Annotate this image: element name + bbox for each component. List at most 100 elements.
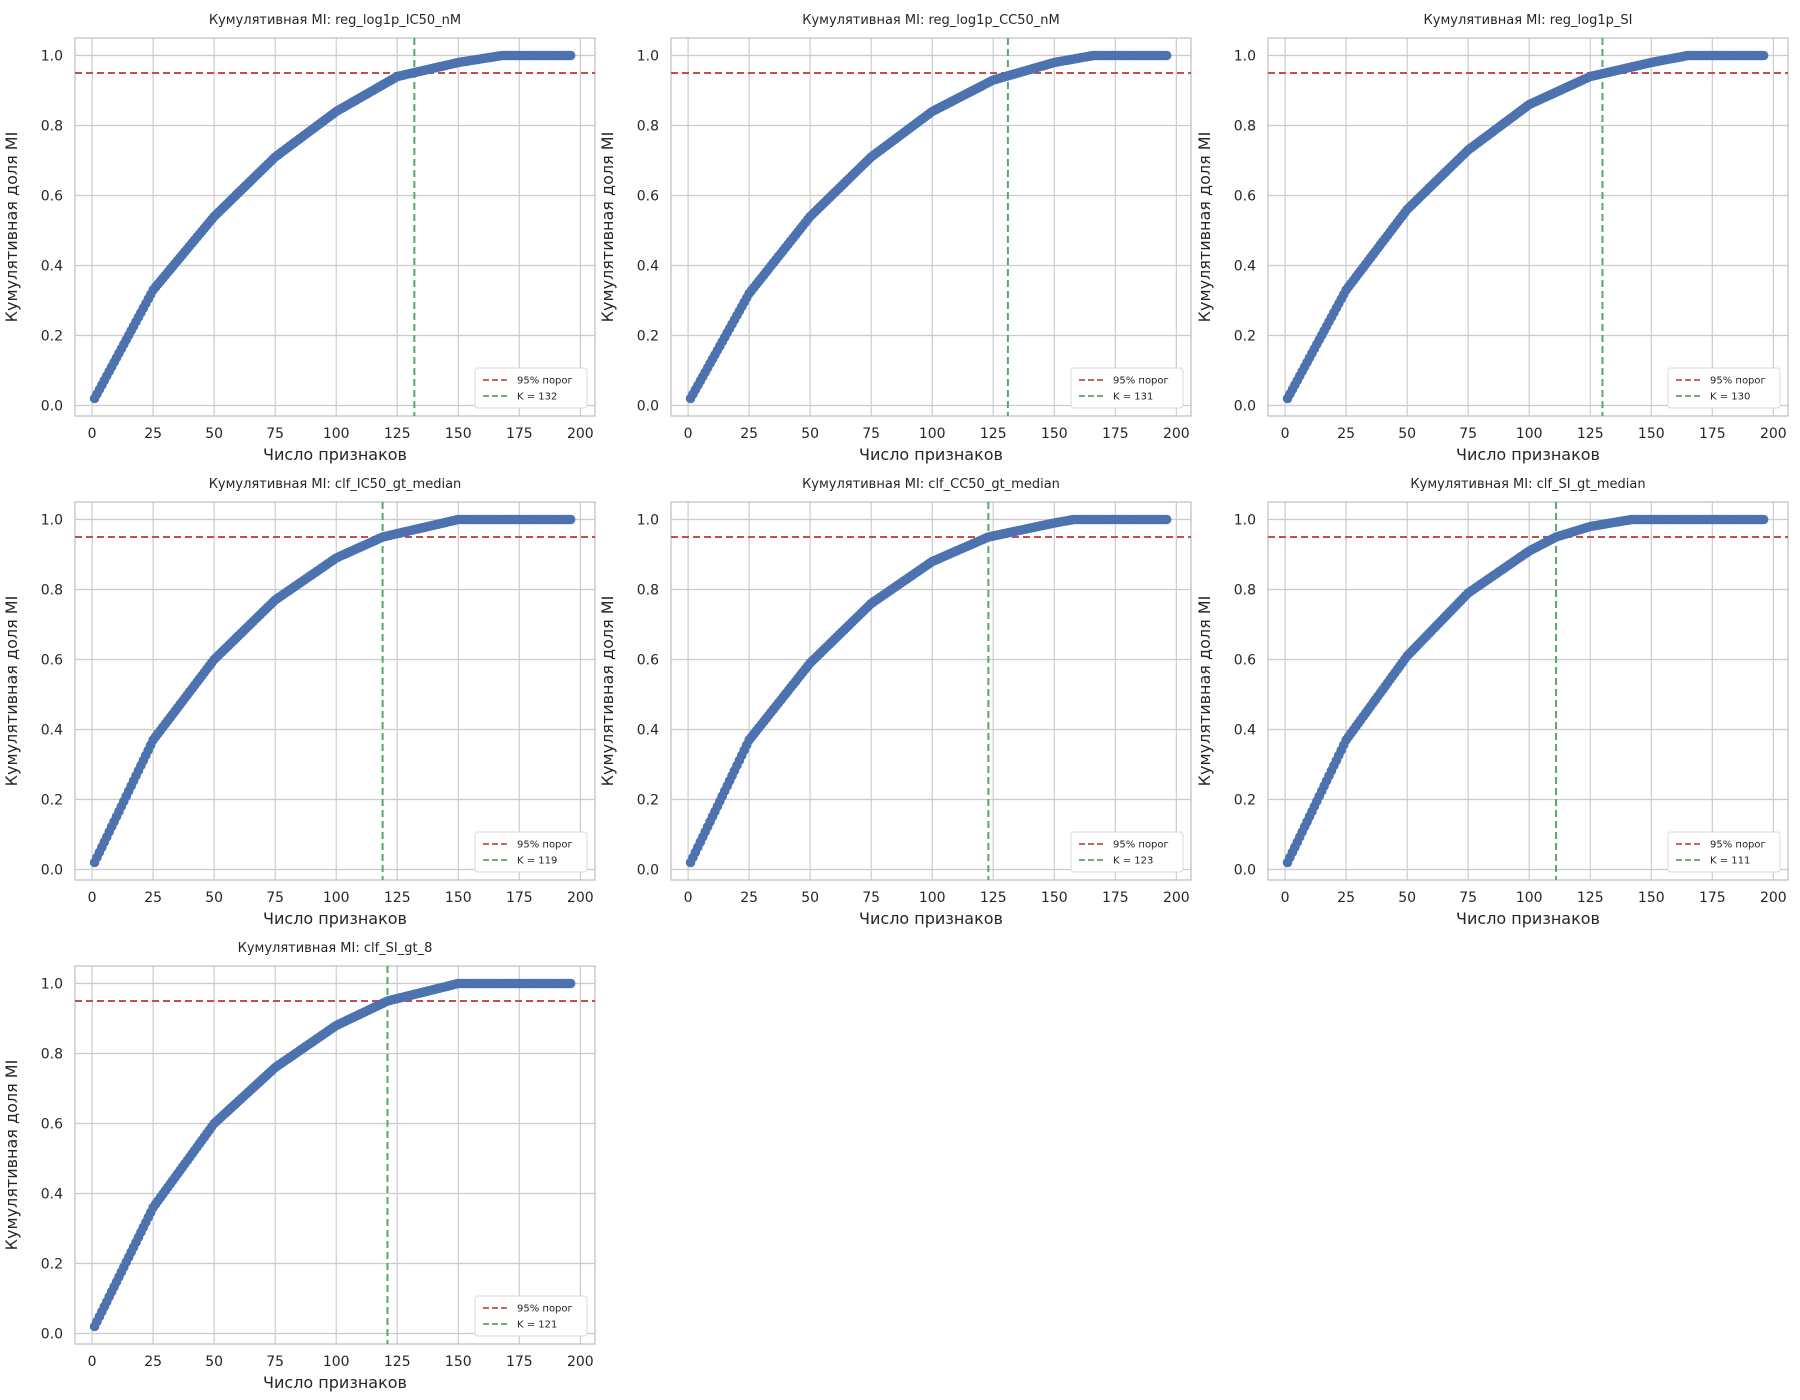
chart-title: Кумулятивная MI: clf_SI_gt_median (1410, 477, 1645, 492)
legend-k-label: K = 132 (517, 392, 557, 403)
y-tick-label: 1.0 (637, 49, 659, 65)
x-tick-label: 75 (266, 426, 284, 442)
y-tick-label: 0.4 (637, 723, 659, 739)
data-points (685, 50, 1172, 404)
y-tick-label: 0.6 (1234, 189, 1256, 205)
x-tick-label: 200 (567, 890, 594, 906)
y-tick-label: 0.8 (637, 119, 659, 135)
y-tick-label: 0.6 (637, 189, 659, 205)
y-tick-label: 0.2 (1234, 793, 1256, 809)
legend-threshold-label: 95% порог (517, 840, 573, 851)
legend-box (474, 1295, 588, 1337)
data-points (1282, 50, 1769, 404)
y-tick-label: 0.4 (1234, 259, 1256, 275)
y-tick-label: 0.4 (1234, 723, 1256, 739)
data-point (565, 978, 576, 989)
chart-title: Кумулятивная MI: reg_log1p_SI (1424, 13, 1633, 28)
x-tick-label: 175 (506, 426, 533, 442)
y-tick-label: 0.8 (1234, 119, 1256, 135)
x-tick-label: 150 (1041, 890, 1068, 906)
y-tick-label: 0.2 (637, 793, 659, 809)
y-tick-label: 0.6 (1234, 653, 1256, 669)
chart-title: Кумулятивная MI: clf_IC50_gt_median (209, 477, 462, 492)
legend-threshold-label: 95% порог (1113, 840, 1169, 851)
x-tick-label: 175 (1102, 890, 1129, 906)
x-tick-label: 0 (1281, 890, 1290, 906)
y-tick-label: 0.2 (1234, 329, 1256, 345)
x-tick-label: 0 (1281, 426, 1290, 442)
y-axis-label: Кумулятивная доля MI (1195, 132, 1214, 323)
x-tick-label: 25 (1337, 426, 1355, 442)
x-axis-label: Число признаков (859, 909, 1003, 928)
y-tick-label: 0.4 (41, 723, 63, 739)
x-axis-label: Число признаков (263, 1373, 407, 1392)
x-tick-label: 175 (506, 1354, 533, 1370)
y-tick-label: 1.0 (41, 977, 63, 993)
data-points (685, 514, 1172, 868)
x-tick-label: 75 (266, 890, 284, 906)
x-tick-label: 125 (1577, 890, 1604, 906)
legend-threshold-label: 95% порог (1710, 376, 1766, 387)
data-points (89, 978, 576, 1332)
x-tick-label: 150 (1041, 426, 1068, 442)
legend: 95% порог K = 119 (474, 831, 588, 873)
x-tick-label: 125 (980, 426, 1007, 442)
y-tick-label: 1.0 (637, 513, 659, 529)
x-tick-label: 150 (1638, 890, 1665, 906)
legend-threshold-label: 95% порог (517, 376, 573, 387)
x-tick-label: 200 (1163, 890, 1190, 906)
chart-title: Кумулятивная MI: clf_CC50_gt_median (802, 477, 1060, 492)
x-tick-label: 75 (862, 426, 880, 442)
x-tick-label: 0 (88, 890, 97, 906)
chart-panel-3: 0 25 50 75 100 125 150 175 200 0.0 0.2 0.4 0.6 0.8 1.0… (1195, 13, 1789, 464)
y-tick-label: 0.0 (41, 399, 63, 415)
legend-k-label: K = 130 (1710, 392, 1750, 403)
legend-k-label: K = 119 (517, 856, 557, 867)
x-tick-label: 200 (1760, 426, 1787, 442)
y-tick-label: 0.8 (41, 583, 63, 599)
x-tick-label: 150 (1638, 426, 1665, 442)
axes-frame (1267, 501, 1789, 881)
y-tick-label: 1.0 (41, 49, 63, 65)
x-tick-label: 0 (684, 426, 693, 442)
x-tick-label: 125 (384, 890, 411, 906)
y-tick-label: 0.6 (41, 1117, 63, 1133)
x-tick-label: 75 (862, 890, 880, 906)
x-tick-label: 0 (88, 426, 97, 442)
legend-threshold-label: 95% порог (1710, 840, 1766, 851)
x-tick-label: 50 (205, 426, 223, 442)
x-tick-label: 125 (1577, 426, 1604, 442)
x-tick-label: 50 (1398, 426, 1416, 442)
legend-k-label: K = 121 (517, 1320, 557, 1331)
chart-title: Кумулятивная MI: reg_log1p_IC50_nM (209, 13, 461, 28)
chart-panel-7: 0 25 50 75 100 125 150 175 200 0.0 0.2 0.4 0.6 0.8 1.0… (2, 941, 596, 1392)
x-tick-label: 50 (205, 1354, 223, 1370)
data-points (89, 50, 576, 404)
y-tick-label: 0.4 (41, 259, 63, 275)
y-axis-label: Кумулятивная доля MI (2, 1060, 21, 1251)
x-axis-label: Число признаков (1456, 909, 1600, 928)
chart-title: Кумулятивная MI: reg_log1p_CC50_nM (802, 13, 1060, 28)
x-tick-label: 200 (567, 1354, 594, 1370)
legend-k-label: K = 111 (1710, 856, 1750, 867)
x-tick-label: 175 (1699, 890, 1726, 906)
y-axis-label: Кумулятивная доля MI (1195, 596, 1214, 787)
x-tick-label: 0 (88, 1354, 97, 1370)
data-points (89, 514, 576, 868)
chart-panel-1: 0 25 50 75 100 125 150 175 200 0.0 0.2 0.4 0.6 0.8 1.0… (2, 13, 596, 464)
legend: 95% порог K = 111 (1667, 831, 1781, 873)
chart-title: Кумулятивная MI: clf_SI_gt_8 (238, 941, 433, 956)
x-axis-label: Число признаков (859, 445, 1003, 464)
x-tick-label: 100 (919, 890, 946, 906)
x-tick-label: 175 (1102, 426, 1129, 442)
x-tick-label: 100 (1516, 426, 1543, 442)
x-tick-label: 75 (1459, 890, 1477, 906)
y-tick-label: 0.2 (637, 329, 659, 345)
x-tick-label: 150 (445, 1354, 472, 1370)
axes-frame (1267, 37, 1789, 417)
data-point (1758, 514, 1769, 525)
y-tick-label: 0.0 (637, 399, 659, 415)
x-tick-label: 25 (144, 1354, 162, 1370)
y-tick-label: 0.4 (637, 259, 659, 275)
